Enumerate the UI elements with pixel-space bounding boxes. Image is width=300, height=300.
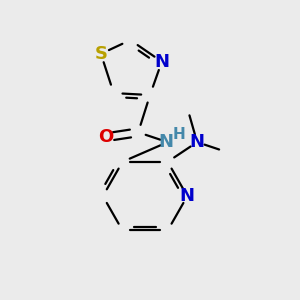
Text: H: H — [173, 127, 186, 142]
Text: N: N — [158, 133, 173, 151]
Text: N: N — [180, 187, 195, 205]
Text: O: O — [98, 128, 113, 146]
Text: N: N — [154, 53, 169, 71]
Text: S: S — [94, 45, 107, 63]
Text: N: N — [190, 133, 205, 151]
